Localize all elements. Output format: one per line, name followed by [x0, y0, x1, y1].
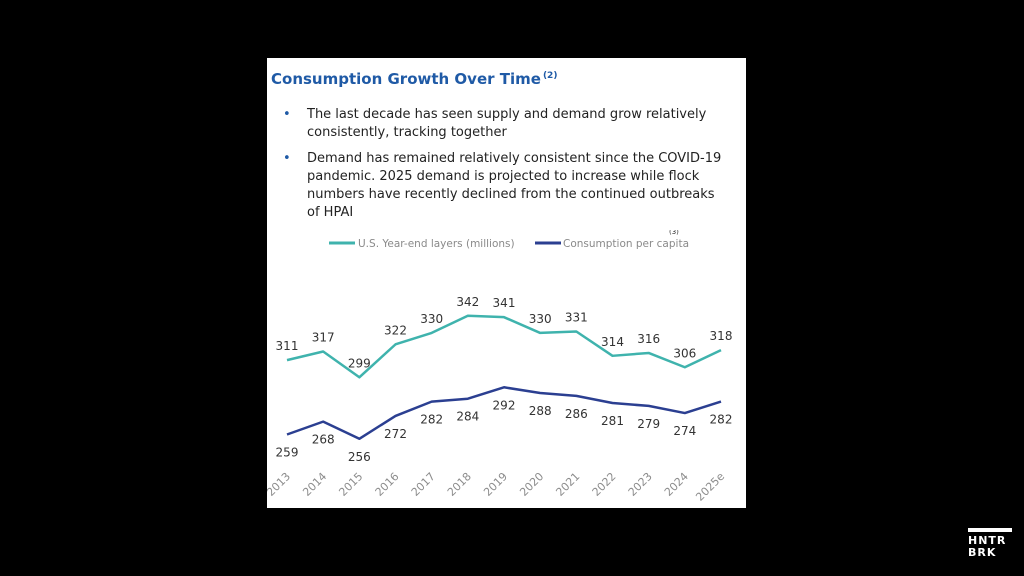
x-axis-ticks: 2013 2014 2015 2016 2017 2018 2019 2020 2021 2022… — [267, 470, 727, 504]
logo-line-1: HNTR — [968, 534, 1007, 547]
series-line-layers — [286, 314, 722, 379]
data-label-consumption: 286 — [565, 407, 588, 421]
data-label-consumption: 282 — [420, 413, 443, 427]
data-label-layers: 342 — [456, 295, 479, 309]
bullet-item: • Demand has remained relatively consiste… — [281, 150, 731, 222]
x-tick-label: 2024 — [662, 470, 691, 499]
legend-label-consumption: Consumption per capita — [563, 238, 689, 250]
logo-bar — [968, 528, 1012, 532]
bullet-text: The last decade has seen supply and dema… — [307, 107, 707, 140]
x-tick-label: 2021 — [553, 470, 582, 499]
slide-title-text: Consumption Growth Over Time — [271, 70, 541, 88]
series-layer — [286, 314, 722, 441]
data-label-consumption: 259 — [276, 446, 299, 460]
slide-title-footnote: (2) — [542, 71, 558, 81]
chart-legend: U.S. Year-end layers (millions) Consumpt… — [329, 230, 689, 250]
bullet-item: • The last decade has seen supply and dem… — [281, 106, 731, 142]
data-label-layers: 341 — [493, 296, 516, 310]
data-label-consumption: 284 — [456, 410, 479, 424]
data-label-layers: 317 — [312, 331, 335, 345]
bullet-text: Demand has remained relatively consisten… — [307, 151, 722, 220]
x-tick-label: 2019 — [481, 470, 510, 499]
data-label-layers: 318 — [710, 329, 733, 343]
data-labels-layer: 311 317 299 322 330 342 341 330 331 314 316 306 318 2… — [276, 295, 733, 464]
data-label-layers: 331 — [565, 310, 588, 324]
data-label-consumption: 256 — [348, 450, 371, 464]
data-label-consumption: 274 — [673, 424, 696, 438]
line-chart: U.S. Year-end layers (millions) Consumpt… — [267, 230, 733, 504]
x-tick-label: 2020 — [517, 470, 546, 499]
data-label-consumption: 279 — [637, 417, 660, 431]
brand-logo: HNTR BRK — [968, 528, 1012, 559]
x-tick-label: 2017 — [409, 470, 438, 499]
x-tick-label: 2023 — [626, 470, 655, 499]
data-label-layers: 311 — [276, 339, 299, 353]
data-label-consumption: 282 — [710, 413, 733, 427]
x-tick-label: 2025e — [693, 470, 727, 504]
data-label-layers: 306 — [673, 346, 696, 360]
data-label-layers: 322 — [384, 323, 407, 337]
x-tick-label: 2016 — [373, 470, 402, 499]
data-label-layers: 316 — [637, 332, 660, 346]
data-label-layers: 314 — [601, 335, 624, 349]
data-label-layers: 330 — [420, 312, 443, 326]
data-label-consumption: 281 — [601, 414, 624, 428]
series-line-consumption — [286, 386, 722, 441]
x-tick-label: 2018 — [445, 470, 474, 499]
logo-line-2: BRK — [968, 546, 997, 559]
bullet-marker: • — [283, 107, 291, 122]
x-tick-label: 2013 — [267, 470, 293, 499]
data-label-consumption: 272 — [384, 427, 407, 441]
slide-title: Consumption Growth Over Time (2) — [271, 70, 557, 88]
data-label-layers: 330 — [529, 312, 552, 326]
legend-footnote-consumption: (3) — [669, 230, 679, 236]
legend-label-layers: U.S. Year-end layers (millions) — [358, 238, 515, 250]
data-label-consumption: 292 — [493, 398, 516, 412]
slide-panel: Consumption Growth Over Time (2) • The las… — [267, 58, 746, 508]
bullet-marker: • — [283, 151, 291, 166]
data-label-layers: 299 — [348, 356, 371, 370]
data-label-consumption: 288 — [529, 404, 552, 418]
data-label-consumption: 268 — [312, 433, 335, 447]
x-tick-label: 2015 — [336, 470, 365, 499]
bullet-list: • The last decade has seen supply and dem… — [281, 106, 731, 230]
x-tick-label: 2014 — [300, 470, 329, 499]
x-tick-label: 2022 — [590, 470, 619, 499]
